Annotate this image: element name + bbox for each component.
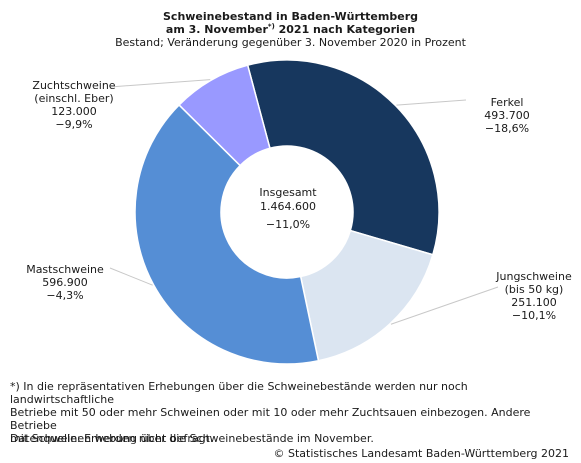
chart-subtitle: Bestand; Veränderung gegenüber 3. Novemb… xyxy=(115,36,466,49)
donut-center-total: Insgesamt 1.464.600 −11,0% xyxy=(238,186,338,232)
donut-segment-mastschweine xyxy=(134,103,320,365)
label-ferkel-change: −18,6% xyxy=(484,122,530,135)
donut-segment-ferkel xyxy=(246,59,440,256)
label-mastschweine-name: Mastschweine xyxy=(26,263,104,276)
label-mastschweine-value: 596.900 xyxy=(42,276,88,289)
label-zuchtschweine-change: −9,9% xyxy=(55,118,93,131)
label-jungschweine-value: 251.100 xyxy=(511,296,557,309)
title-date-suffix: 2021 nach Kategorien xyxy=(274,23,416,36)
donut-segment-zuchtschweine xyxy=(178,64,271,167)
label-ferkel-value: 493.700 xyxy=(484,109,530,122)
leader-line-zuchtschweine xyxy=(109,79,211,88)
leader-line-jungschweine xyxy=(390,286,499,325)
leader-line-mastschweine xyxy=(109,267,153,286)
label-zuchtschweine-name: Zuchtschweine xyxy=(32,79,116,92)
chart-title: Schweinebestand in Baden-Württemberg xyxy=(163,10,418,23)
footnote-line-3: mit Schweinen werden nicht befragt. xyxy=(10,432,214,445)
total-label: Insgesamt xyxy=(259,186,317,199)
footnote-line-2: Betriebe mit 50 oder mehr Schweinen oder… xyxy=(10,406,531,432)
total-change: −11,0% xyxy=(265,218,311,231)
label-zuchtschweine-sub: (einschl. Eber) xyxy=(34,92,114,105)
label-jungschweine: Jungschweine (bis 50 kg) 251.100 −10,1% xyxy=(491,270,577,322)
total-value: 1.464.600 xyxy=(260,200,316,213)
chart-title-line2: am 3. November*) 2021 nach Kategorien xyxy=(0,23,581,36)
label-ferkel: Ferkel 493.700 −18,6% xyxy=(467,96,547,135)
label-mastschweine: Mastschweine 596.900 −4,3% xyxy=(22,263,108,302)
label-zuchtschweine: Zuchtschweine (einschl. Eber) 123.000 −9… xyxy=(24,79,124,131)
label-mastschweine-change: −4,3% xyxy=(46,289,84,302)
title-date-prefix: am 3. November xyxy=(165,23,268,36)
donut-segments xyxy=(134,59,440,365)
label-zuchtschweine-value: 123.000 xyxy=(51,105,97,118)
label-jungschweine-name: Jungschweine xyxy=(496,270,572,283)
leader-lines xyxy=(109,79,499,325)
label-ferkel-name: Ferkel xyxy=(490,96,524,109)
footnote: *) In die repräsentativen Erhebungen übe… xyxy=(10,380,575,445)
copyright: © Statistisches Landesamt Baden-Württemb… xyxy=(273,447,569,460)
footnote-line-1: *) In die repräsentativen Erhebungen übe… xyxy=(10,380,468,406)
leader-line-ferkel xyxy=(396,99,467,106)
label-jungschweine-sub: (bis 50 kg) xyxy=(504,283,564,296)
footnote-marker: *) xyxy=(267,22,275,31)
label-jungschweine-change: −10,1% xyxy=(511,309,557,322)
data-source: Datenquelle: Erhebung über die Schweineb… xyxy=(10,432,374,445)
donut-segment-jungschweine xyxy=(299,229,434,362)
